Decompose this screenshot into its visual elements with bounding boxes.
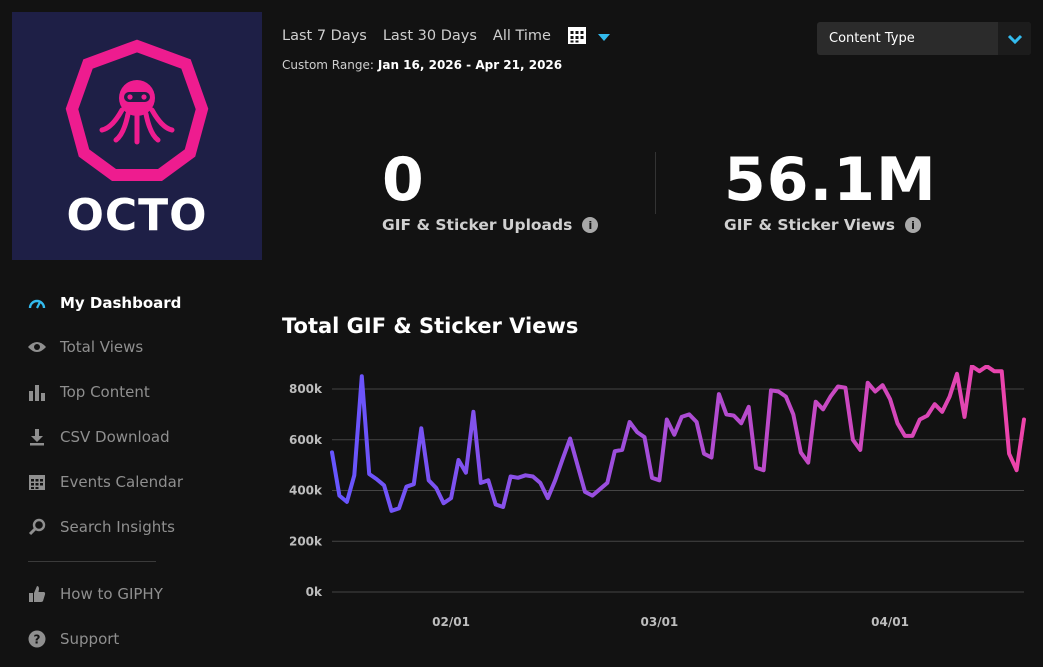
gauge-icon xyxy=(26,293,48,313)
y-tick-label: 200k xyxy=(289,534,323,548)
views-count: 56.1M xyxy=(724,145,937,215)
sidebar-item-label: Search Insights xyxy=(60,518,175,536)
svg-text:?: ? xyxy=(34,633,41,647)
bar-chart-icon xyxy=(26,382,48,402)
custom-range: Custom Range: Jan 16, 2026 - Apr 21, 2026 xyxy=(282,58,562,72)
logo-wordmark: OCTO xyxy=(66,190,208,241)
info-icon[interactable]: i xyxy=(582,217,599,233)
y-tick-label: 800k xyxy=(289,382,323,396)
sidebar-divider xyxy=(28,561,156,562)
uploads-stat: 0 GIF & Sticker Uploads i xyxy=(382,145,599,234)
sidebar-item-label: How to GIPHY xyxy=(60,585,163,603)
custom-range-label: Custom Range: xyxy=(282,58,374,72)
download-icon xyxy=(26,427,48,447)
sidebar-item-how-to-giphy[interactable]: How to GIPHY xyxy=(26,581,163,607)
octo-logo-icon xyxy=(65,39,209,181)
custom-range-value: Jan 16, 2026 - Apr 21, 2026 xyxy=(377,58,563,72)
content-type-select[interactable]: Content Type xyxy=(817,22,1031,55)
chevron-down-icon[interactable] xyxy=(597,27,611,46)
sidebar-item-label: Support xyxy=(60,630,120,648)
chart-title: Total GIF & Sticker Views xyxy=(282,314,579,338)
y-tick-label: 600k xyxy=(289,433,323,447)
sidebar-item-support[interactable]: ? Support xyxy=(26,626,119,652)
sidebar-item-events-calendar[interactable]: Events Calendar xyxy=(26,469,183,495)
x-tick-label: 03/01 xyxy=(641,615,679,629)
help-icon: ? xyxy=(26,629,48,649)
sidebar-item-csv-download[interactable]: CSV Download xyxy=(26,424,170,450)
sidebar-item-label: Total Views xyxy=(60,338,144,356)
sidebar-item-label: My Dashboard xyxy=(60,294,182,312)
sidebar-item-label: Events Calendar xyxy=(60,473,184,491)
range-last-30-days-button[interactable]: Last 30 Days xyxy=(382,28,477,44)
sidebar-item-label: CSV Download xyxy=(60,428,170,446)
views-label: GIF & Sticker Views xyxy=(724,216,895,234)
calendar-icon xyxy=(26,472,48,492)
sidebar-item-label: Top Content xyxy=(60,383,150,401)
y-tick-label: 0k xyxy=(306,585,323,599)
eye-icon xyxy=(26,337,48,357)
x-tick-label: 02/01 xyxy=(432,615,470,629)
sidebar-item-top-content[interactable]: Top Content xyxy=(26,379,150,405)
chevron-down-icon[interactable] xyxy=(998,22,1031,55)
uploads-count: 0 xyxy=(382,145,425,215)
views-stat: 56.1M GIF & Sticker Views i xyxy=(724,150,937,234)
series-line xyxy=(330,365,1026,513)
content-type-value: Content Type xyxy=(829,31,915,46)
sidebar-item-my-dashboard[interactable]: My Dashboard xyxy=(26,290,181,316)
channel-logo: OCTO xyxy=(12,12,262,260)
thumbs-up-icon xyxy=(26,584,48,604)
search-icon xyxy=(26,517,48,537)
info-icon[interactable]: i xyxy=(905,217,921,233)
sidebar-item-search-insights[interactable]: Search Insights xyxy=(26,514,175,540)
views-line-chart: 0k 200k 400k 600k 800k 02/01 03/01 04/01 xyxy=(289,365,1026,629)
x-tick-label: 04/01 xyxy=(871,615,909,629)
date-range-filters: Last 7 Days Last 30 Days All Time xyxy=(282,24,611,48)
calendar-picker-icon[interactable] xyxy=(567,25,589,47)
sidebar-item-total-views[interactable]: Total Views xyxy=(26,334,143,360)
range-last-7-days-button[interactable]: Last 7 Days xyxy=(282,28,367,44)
stats-divider xyxy=(655,152,656,214)
uploads-label: GIF & Sticker Uploads xyxy=(382,216,573,234)
range-all-time-button[interactable]: All Time xyxy=(492,28,551,44)
y-tick-label: 400k xyxy=(289,484,323,498)
